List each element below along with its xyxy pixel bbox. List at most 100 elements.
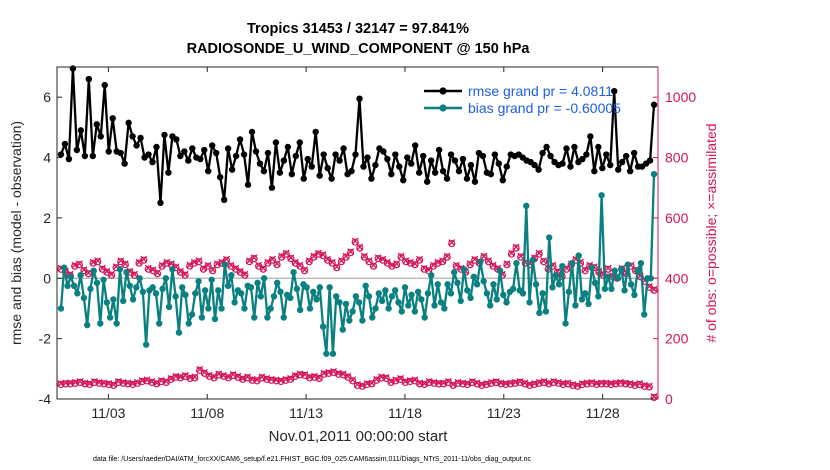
obs-possible-point: [100, 380, 108, 388]
rmse-point: [153, 143, 160, 151]
rmse-point: [384, 155, 391, 163]
bias-point: [195, 278, 202, 285]
obs-possible-point: [163, 259, 171, 267]
rmse-point: [467, 161, 475, 169]
rmse-point: [209, 142, 216, 149]
bias-point: [565, 288, 573, 296]
bias-point: [464, 287, 471, 294]
x-tick-label: 11/23: [487, 405, 521, 421]
rmse-point: [619, 158, 626, 166]
bias-point: [532, 281, 540, 288]
rmse-point: [487, 170, 495, 178]
obs-possible-point: [282, 250, 290, 258]
rmse-point: [272, 139, 280, 146]
obs-assimilated-point: [351, 237, 359, 245]
rmse-point: [571, 143, 578, 151]
bias-point: [428, 272, 435, 279]
rmse-point: [567, 163, 574, 170]
rmse-point: [419, 152, 427, 160]
bias-point: [575, 252, 582, 259]
rmse-point: [622, 152, 630, 160]
bias-point: [401, 284, 409, 291]
rmse-point: [408, 160, 415, 167]
obs-possible-point: [195, 258, 203, 266]
rmse-point: [324, 164, 331, 172]
rmse-point: [455, 167, 463, 175]
rmse-point: [268, 184, 276, 191]
obs-possible-point: [209, 267, 217, 275]
obs-possible-point: [368, 380, 376, 388]
rmse-point: [603, 151, 610, 158]
obs-possible-point: [148, 378, 156, 386]
obs-possible-point: [616, 379, 625, 387]
rmse-point: [105, 148, 112, 155]
rmse-point: [212, 149, 220, 157]
bias-point: [408, 291, 415, 299]
bias-point: [228, 272, 235, 279]
rmse-point: [117, 149, 124, 157]
bias-point: [365, 293, 373, 300]
bias-point: [162, 275, 170, 282]
rmse-point: [451, 157, 459, 164]
obs-possible-point: [105, 380, 113, 389]
obs-possible-point: [250, 255, 258, 263]
rmse-point: [316, 172, 323, 179]
y-right-tick-label: 0: [665, 391, 673, 407]
rmse-point: [201, 146, 208, 154]
bias-point: [591, 279, 599, 286]
y-right-tick-label: 200: [665, 331, 689, 347]
obs-assimilated-point: [512, 243, 520, 251]
obs-possible-point: [554, 379, 562, 387]
bias-point: [126, 282, 133, 290]
bias-point: [608, 285, 615, 293]
obs-assimilated-point: [131, 270, 138, 278]
obs-possible-point: [272, 377, 280, 385]
obs-assimilated-point: [344, 372, 352, 380]
rmse-point: [264, 149, 272, 157]
rmse-point: [165, 169, 172, 176]
bias-point: [604, 273, 612, 280]
bias-point: [483, 290, 491, 297]
rmse-point: [133, 142, 140, 149]
x-axis-label: Nov.01,2011 00:00:00 start: [269, 428, 449, 445]
bias-point: [100, 276, 107, 283]
rmse-point: [121, 160, 128, 167]
bias-point: [555, 281, 563, 288]
bias-point: [470, 273, 478, 280]
legend-rmse-label: rmse grand pr = 4.0811: [468, 83, 613, 99]
bias-point: [224, 282, 232, 290]
bias-point: [582, 290, 589, 297]
rmse-point: [396, 163, 403, 170]
y-right-tick-label: 400: [665, 270, 689, 286]
rmse-point: [479, 152, 487, 160]
obs-possible-point: [503, 261, 511, 269]
obs-possible-point: [425, 378, 433, 386]
rmse-point: [431, 169, 439, 176]
bias-point: [336, 299, 343, 306]
rmse-point: [312, 128, 319, 136]
bias-point: [218, 305, 225, 312]
bias-point: [120, 297, 127, 305]
rmse-point: [73, 146, 81, 154]
rmse-point: [248, 128, 256, 136]
rmse-point: [626, 167, 634, 175]
obs-count-layer: [57, 237, 658, 402]
obs-possible-point: [448, 239, 456, 248]
legend-bias-label: bias grand pr = -0.60005: [468, 100, 621, 116]
rmse-point: [77, 127, 85, 134]
obs-assimilated-point: [140, 255, 148, 263]
rmse-point: [232, 152, 240, 160]
obs-possible-point: [76, 378, 84, 386]
rmse-point: [137, 134, 144, 142]
obs-possible-point: [369, 262, 378, 270]
obs-possible-point: [468, 378, 476, 386]
bias-point: [211, 315, 219, 323]
bias-point: [113, 320, 120, 327]
bias-point: [116, 266, 124, 273]
bias-point: [437, 299, 445, 306]
obs-possible-point: [564, 380, 572, 388]
bias-point: [270, 293, 278, 300]
rmse-point: [256, 160, 264, 167]
bias-point: [473, 281, 481, 288]
obs-possible-point: [563, 265, 571, 273]
